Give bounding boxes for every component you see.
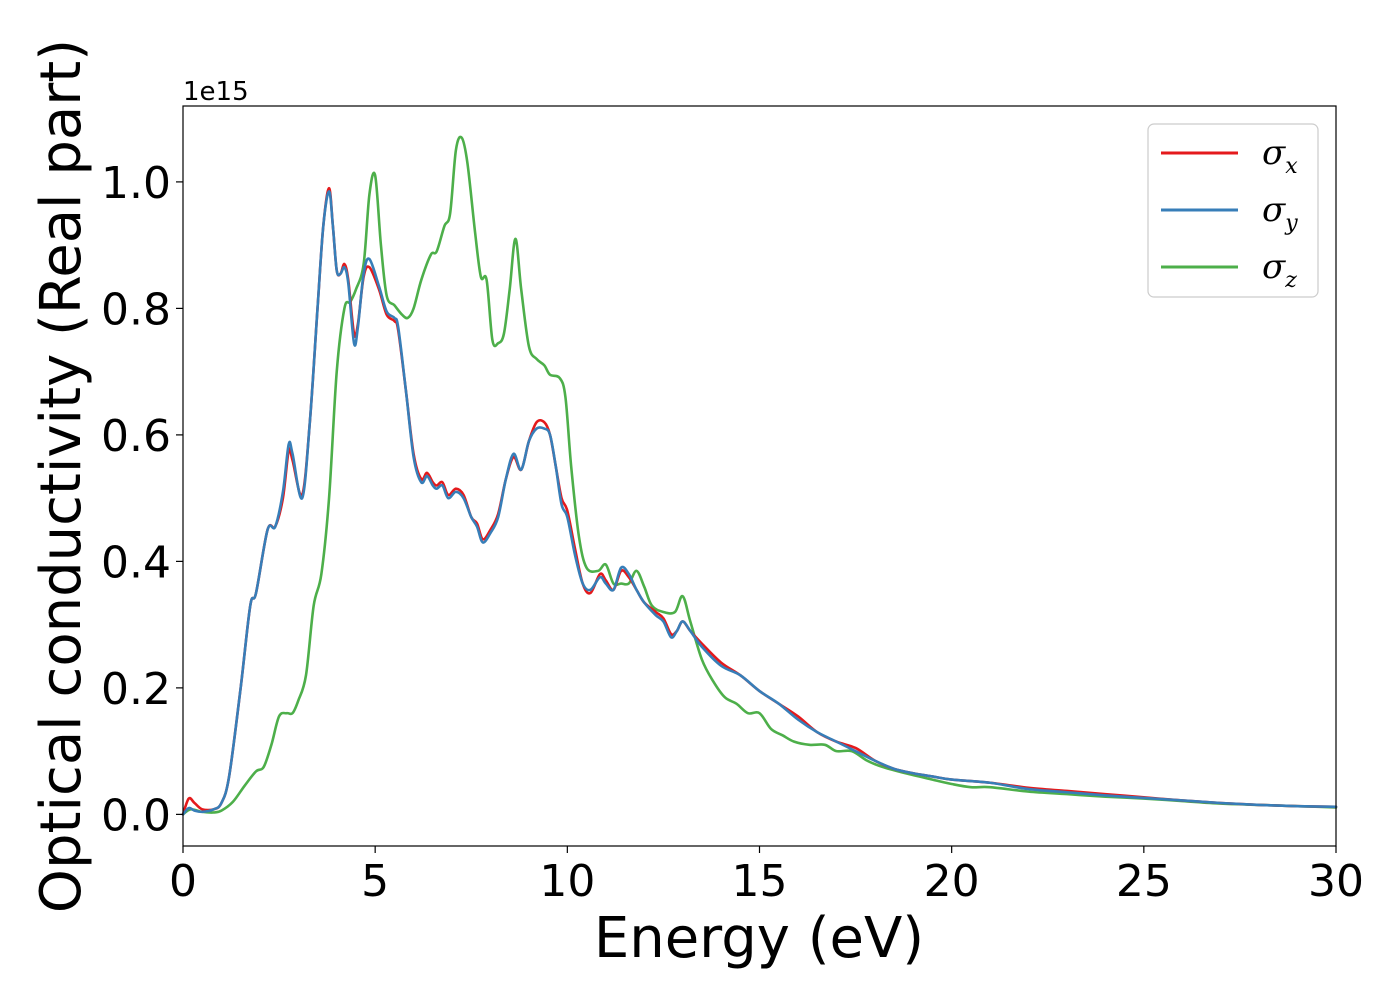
y-tick-label: 0.4	[101, 537, 171, 588]
y-tick-label: 0.8	[101, 284, 171, 335]
series-line-y	[181, 190, 1338, 816]
plot-background	[183, 106, 1336, 846]
y-tick-label: 0.6	[101, 411, 171, 462]
x-axis: 0 5 10 15 20 25 30	[169, 846, 1364, 907]
x-axis-title: Energy (eV)	[594, 906, 924, 971]
y-axis-title: Optical conductivity (Real part)	[29, 39, 94, 913]
y-tick-label: 0.0	[101, 790, 171, 841]
legend-label-y: σy	[1262, 190, 1298, 236]
y-offset-label: 1e15	[183, 77, 249, 107]
x-tick-label: 25	[1116, 856, 1172, 907]
x-tick-label: 5	[361, 856, 389, 907]
legend-label-x: σx	[1262, 133, 1298, 179]
x-tick-label: 10	[539, 856, 595, 907]
x-tick-label: 15	[732, 856, 788, 907]
x-tick-label: 20	[924, 856, 980, 907]
y-tick-label: 1.0	[101, 158, 171, 209]
legend-label-z: σz	[1262, 247, 1297, 293]
x-tick-label: 0	[169, 856, 197, 907]
series-layer	[181, 135, 1338, 816]
y-axis: 0.0 0.2 0.4 0.6 0.8 1.0	[101, 158, 183, 841]
x-tick-label: 30	[1308, 856, 1364, 907]
series-line-z	[181, 135, 1338, 816]
y-tick-label: 0.2	[101, 664, 171, 715]
legend: σx σy σz	[1147, 123, 1319, 298]
